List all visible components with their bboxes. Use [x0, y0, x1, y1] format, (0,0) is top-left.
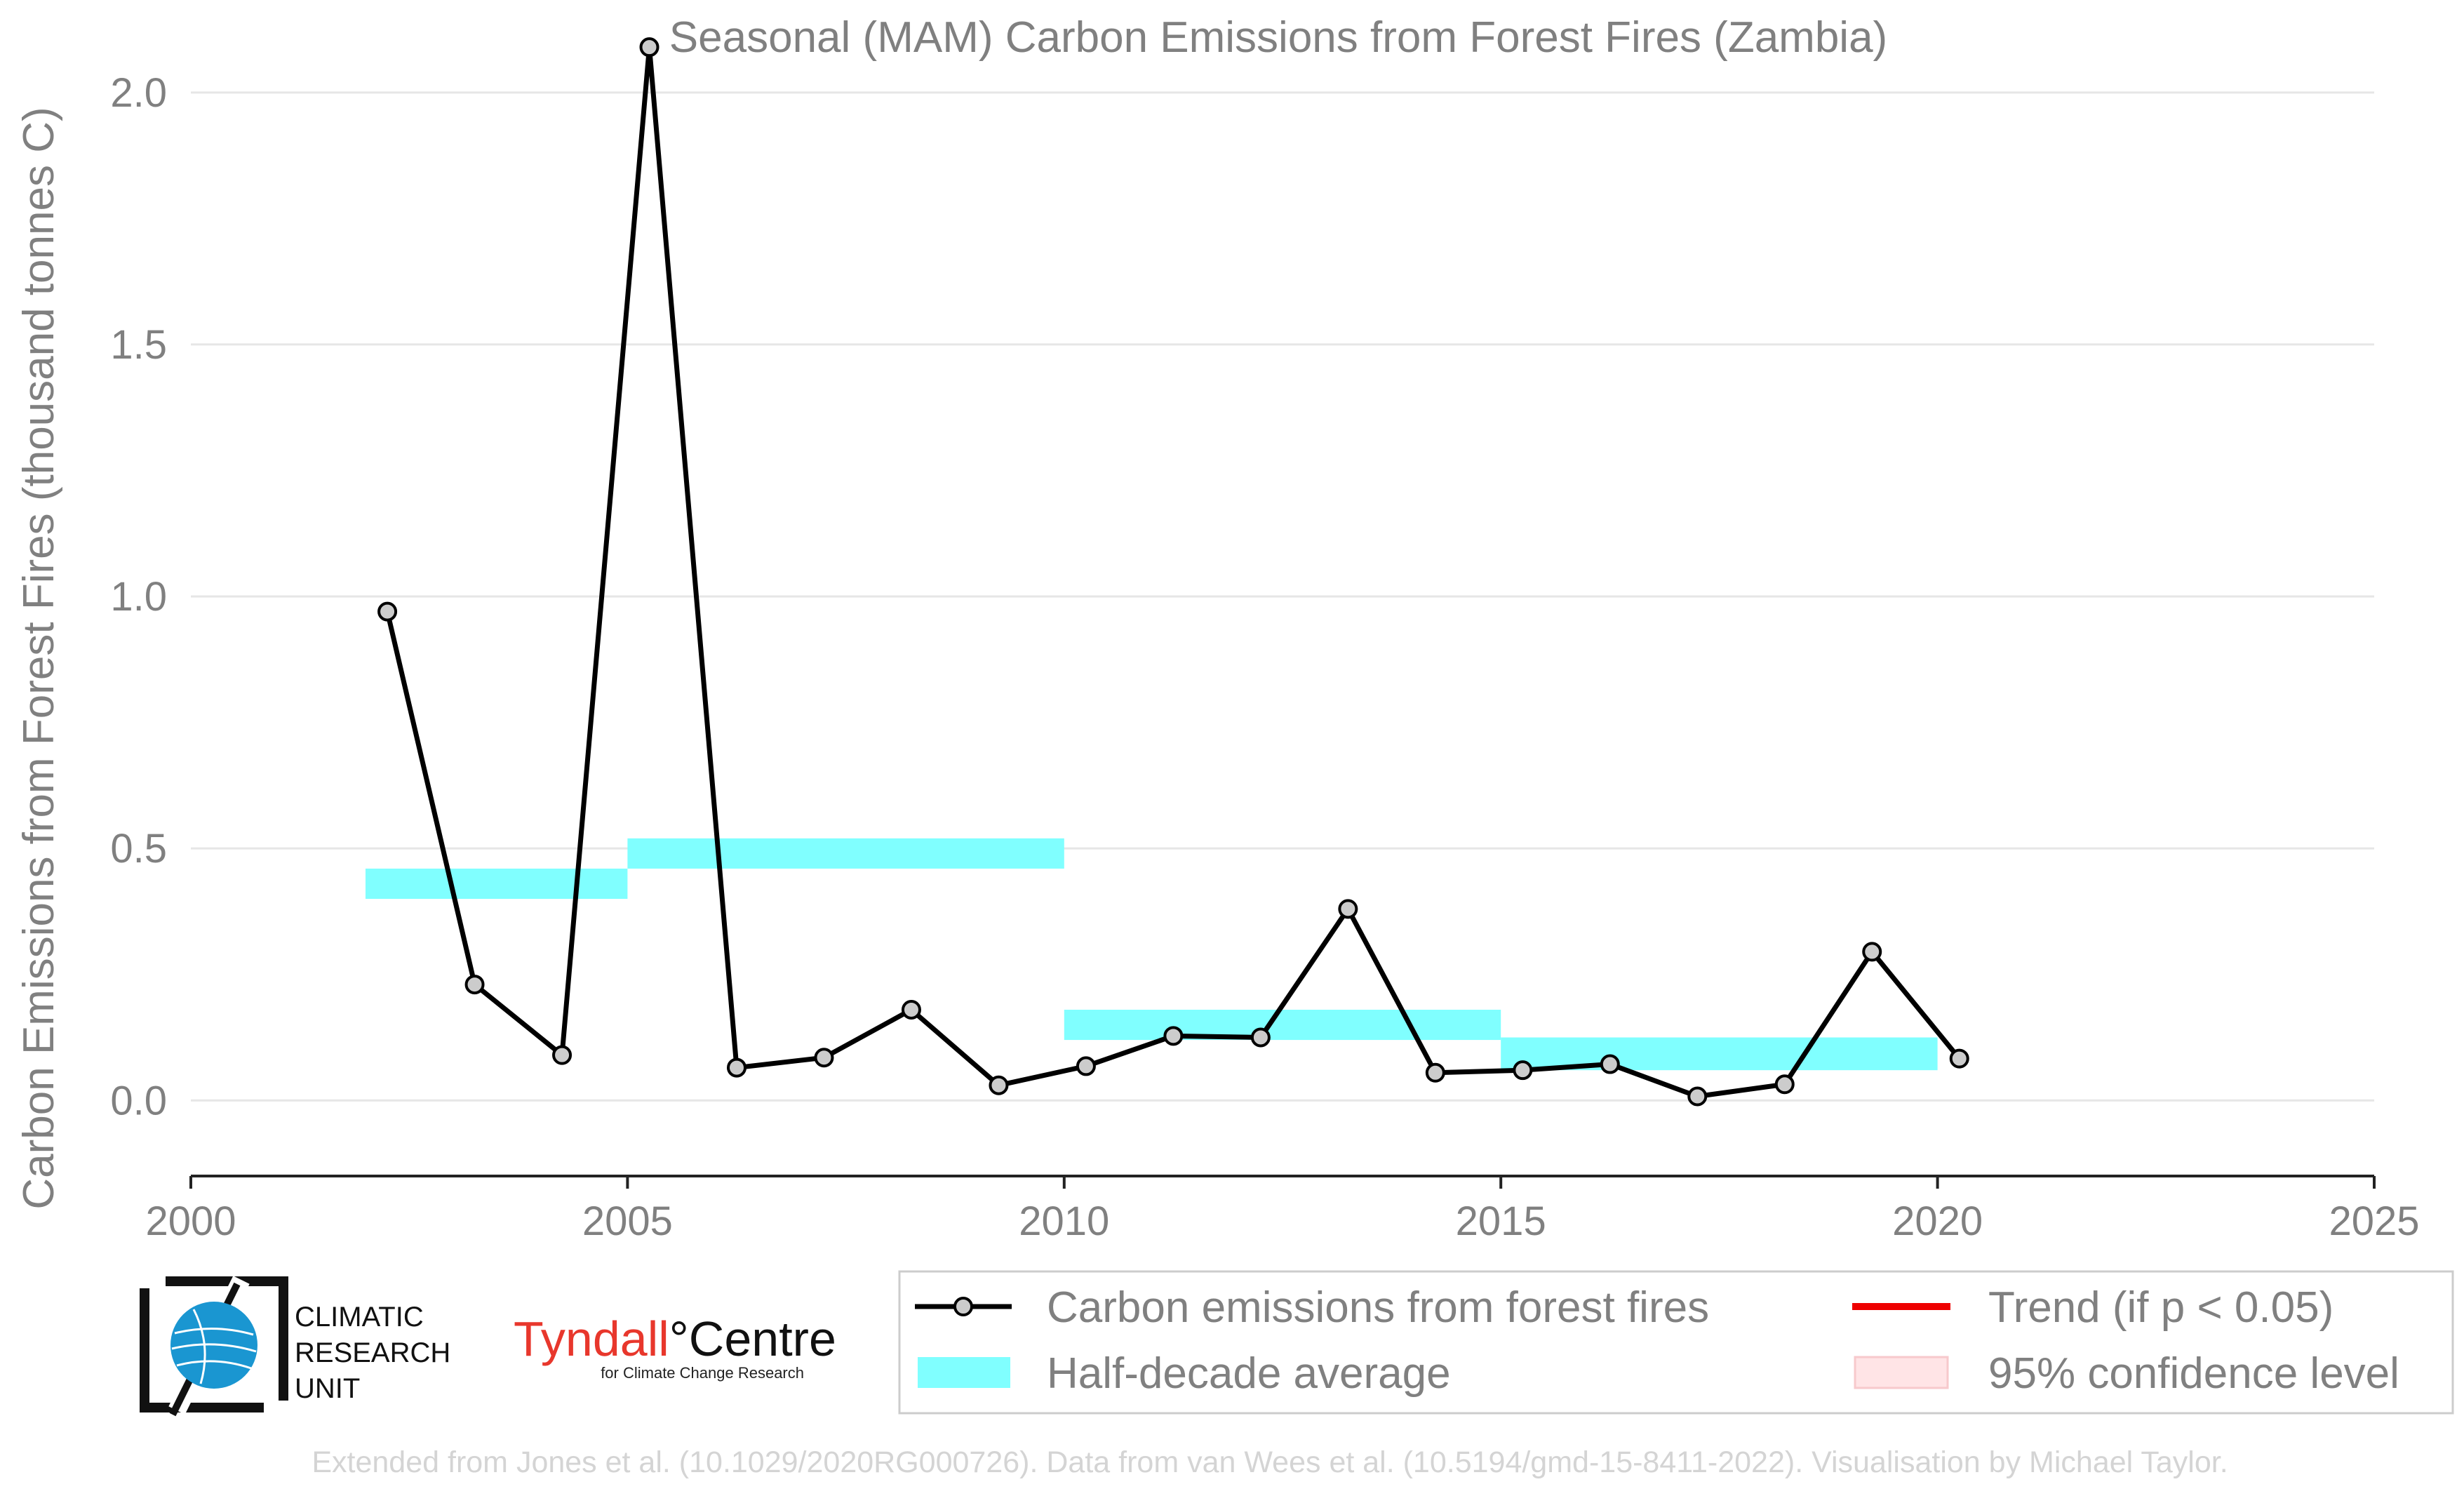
x-tick-label: 2025	[2329, 1198, 2419, 1244]
legend-frame	[898, 1270, 2454, 1415]
emissions-point	[1949, 1048, 1969, 1069]
cru-logo-line-2: RESEARCH	[295, 1337, 450, 1368]
emissions-point	[639, 37, 659, 58]
half-decade-bar	[1064, 1009, 1501, 1041]
x-axis: 2000 2005 2010 2015 2020 2025	[145, 1175, 2420, 1244]
cru-logo: CLIMATIC RESEARCH UNIT	[140, 1276, 450, 1417]
emissions-series	[377, 37, 1969, 1107]
y-axis-tick-labels: 0.0 0.5 1.0 1.5 2.0	[110, 70, 167, 1123]
chart-title: Seasonal (MAM) Carbon Emissions from For…	[669, 13, 1887, 62]
emissions-point	[464, 975, 485, 995]
legend-label-trend: Trend (if p < 0.05)	[1988, 1283, 2334, 1332]
emissions-point	[1338, 899, 1358, 919]
cru-logo-line-3: UNIT	[295, 1373, 360, 1404]
y-tick-label: 1.0	[110, 574, 167, 620]
half-decade-bar	[365, 868, 628, 899]
legend: Carbon emissions from forest fires Half-…	[898, 1270, 2454, 1415]
legend-label-confidence: 95% confidence level	[1988, 1349, 2399, 1398]
emissions-point	[1862, 942, 1882, 962]
emissions-point	[727, 1057, 746, 1078]
tyndall-wordmark: Tyndall°Centre	[514, 1311, 836, 1366]
half-decade-bar	[627, 838, 1064, 869]
x-tick-label: 2000	[145, 1198, 236, 1244]
cru-logo-line-1: CLIMATIC	[295, 1302, 424, 1333]
emissions-point	[1076, 1056, 1096, 1076]
x-tick-label: 2005	[582, 1198, 673, 1244]
emissions-point	[901, 999, 921, 1020]
emissions-point	[989, 1075, 1009, 1095]
gridlines	[191, 91, 2374, 1102]
y-tick-label: 0.0	[110, 1078, 167, 1123]
tyndall-centre-logo: Tyndall°Centre for Climate Change Resear…	[514, 1311, 836, 1382]
emissions-point	[1513, 1060, 1533, 1081]
emissions-point	[1163, 1026, 1184, 1046]
credit-line: Extended from Jones et al. (10.1029/2020…	[312, 1445, 2228, 1479]
y-tick-label: 0.5	[110, 826, 167, 871]
emissions-point	[1600, 1054, 1620, 1074]
legend-item-trend: Trend (if p < 0.05)	[1852, 1283, 2334, 1332]
emissions-point	[377, 601, 398, 622]
y-tick-label: 2.0	[110, 70, 167, 116]
half-decade-bands	[365, 838, 1938, 1071]
x-tick-label: 2010	[1019, 1198, 1109, 1244]
legend-item-confidence: 95% confidence level	[1854, 1349, 2399, 1398]
emissions-point	[1425, 1062, 1445, 1083]
legend-label-half-decade: Half-decade average	[1047, 1349, 1451, 1398]
emissions-point	[1687, 1086, 1708, 1107]
y-tick-label: 1.5	[110, 322, 167, 368]
legend-item-half-decade: Half-decade average	[918, 1349, 1451, 1398]
emissions-point	[552, 1045, 573, 1065]
emissions-point	[1250, 1027, 1271, 1048]
tyndall-subtitle: for Climate Change Research	[601, 1364, 804, 1382]
legend-item-emissions: Carbon emissions from forest fires	[915, 1283, 1709, 1332]
y-axis-label: Carbon Emissions from Forest Fires (thou…	[15, 107, 63, 1209]
legend-label-emissions: Carbon emissions from forest fires	[1047, 1283, 1709, 1332]
x-tick-label: 2015	[1456, 1198, 1546, 1244]
emissions-point	[1774, 1074, 1795, 1095]
emissions-line	[384, 44, 1962, 1100]
emissions-point	[814, 1048, 834, 1068]
x-tick-label: 2020	[1892, 1198, 1983, 1244]
